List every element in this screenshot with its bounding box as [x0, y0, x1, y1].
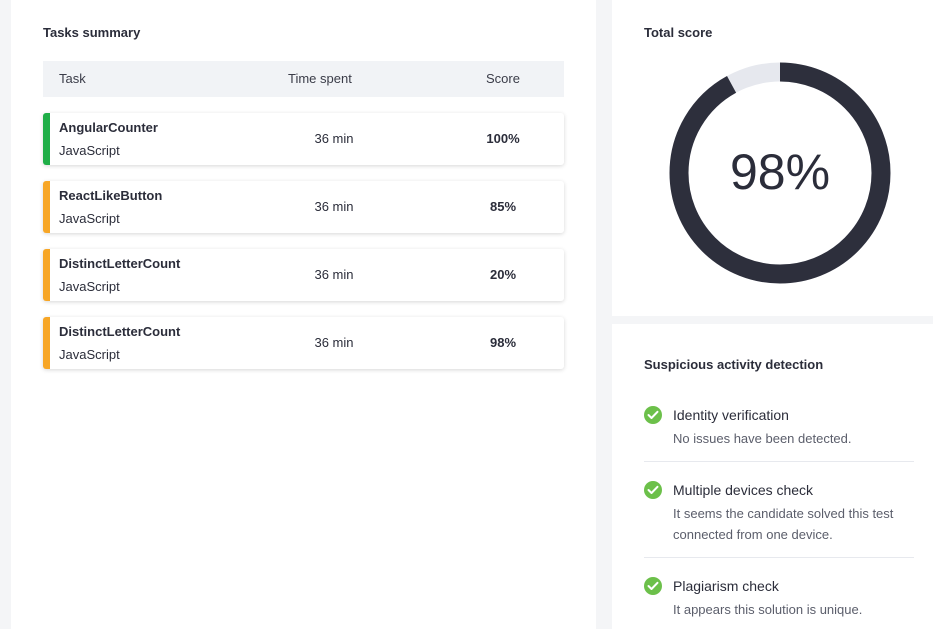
task-row[interactable]: ReactLikeButton JavaScript 36 min 85% — [43, 181, 564, 233]
tasks-summary-panel: Tasks summary Task Time spent Score Angu… — [11, 0, 596, 629]
tasks-summary-title: Tasks summary — [43, 25, 141, 40]
score-gauge: 98% — [668, 61, 892, 285]
task-status-bar — [43, 113, 50, 165]
divider — [644, 461, 914, 462]
task-language: JavaScript — [59, 279, 120, 294]
check-title: Multiple devices check — [673, 482, 814, 498]
column-header-score: Score — [486, 71, 520, 86]
task-language: JavaScript — [59, 347, 120, 362]
score-gauge-ring — [669, 62, 891, 284]
check-description: It seems the candidate solved this test … — [673, 506, 894, 542]
task-row[interactable]: AngularCounter JavaScript 36 min 100% — [43, 113, 564, 165]
task-status-bar — [43, 317, 50, 369]
task-status-bar — [43, 249, 50, 301]
task-row[interactable]: DistinctLetterCount JavaScript 36 min 20… — [43, 249, 564, 301]
task-language: JavaScript — [59, 143, 120, 158]
check-description: It appears this solution is unique. — [673, 602, 863, 617]
task-language: JavaScript — [59, 211, 120, 226]
total-score-value: 98% — [729, 144, 831, 200]
task-name: DistinctLetterCount — [59, 324, 181, 339]
task-name: AngularCounter — [59, 120, 158, 135]
task-name: DistinctLetterCount — [59, 256, 181, 271]
total-score-title: Total score — [644, 25, 713, 40]
task-time-spent: 36 min — [314, 267, 354, 282]
check-circle-icon — [644, 406, 662, 424]
suspicious-activity-title: Suspicious activity detection — [644, 357, 824, 372]
task-score: 98% — [489, 335, 517, 350]
task-status-bar — [43, 181, 50, 233]
check-title: Plagiarism check — [673, 578, 779, 594]
tasks-table-header: Task Time spent Score — [43, 61, 564, 97]
check-circle-icon — [644, 481, 662, 499]
task-time-spent: 36 min — [314, 131, 354, 146]
task-row[interactable]: DistinctLetterCount JavaScript 36 min 98… — [43, 317, 564, 369]
check-circle-icon — [644, 577, 662, 595]
check-title: Identity verification — [673, 407, 789, 423]
task-score: 20% — [489, 267, 517, 282]
task-name: ReactLikeButton — [59, 188, 163, 203]
column-header-time: Time spent — [288, 71, 352, 86]
column-header-task: Task — [59, 71, 86, 86]
total-score-panel: Total score 98% — [612, 0, 933, 316]
check-description: No issues have been detected. — [673, 431, 852, 446]
task-score: 85% — [489, 199, 517, 214]
divider — [644, 557, 914, 558]
score-gauge-arc — [669, 62, 891, 284]
suspicious-activity-panel: Suspicious activity detection Identity v… — [612, 324, 933, 629]
task-score: 100% — [486, 131, 520, 146]
task-time-spent: 36 min — [314, 335, 354, 350]
task-time-spent: 36 min — [314, 199, 354, 214]
